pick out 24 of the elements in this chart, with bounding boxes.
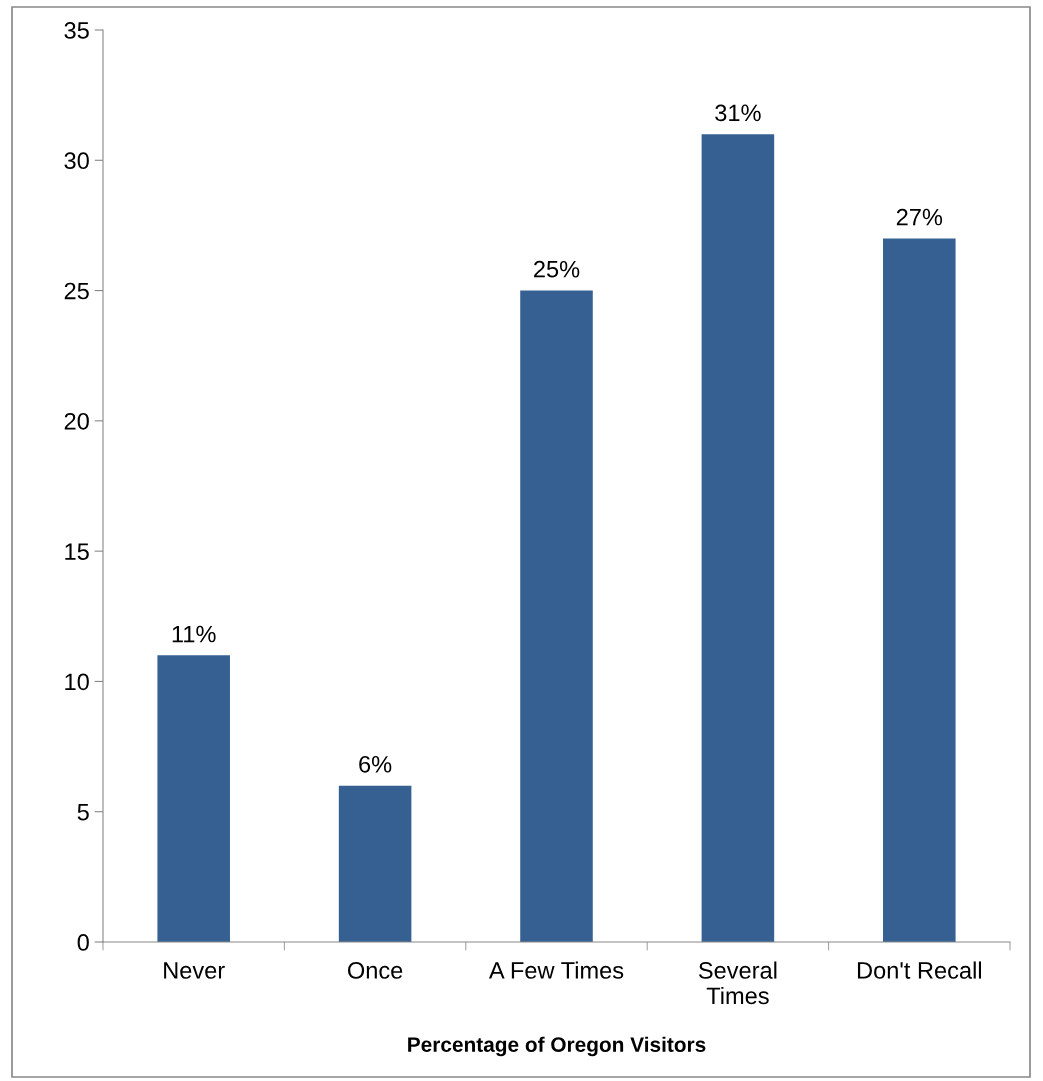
y-tick-label: 30 [64,152,89,170]
data-label: 31% [715,104,761,122]
y-tick-label: 10 [65,673,89,691]
bar [883,238,956,942]
data-label: 6% [359,755,392,773]
y-tick-label: 35 [64,22,89,39]
bar [338,785,412,942]
y-tick-label: 5 [77,804,89,821]
x-tick-label: Never [164,962,225,979]
y-tick-label: 20 [64,412,89,430]
x-tick-label: A Few Times [488,961,624,979]
data-label: 11% [172,625,216,643]
bar [520,290,593,942]
x-tick-label: Once [348,962,403,979]
x-tick-label: Don't Recall [857,961,981,979]
x-tick-label: Several Times [698,961,777,1005]
y-tick-label: 25 [64,282,89,300]
x-axis-title: Percentage of Oregon Visitors [408,1036,706,1057]
bar [157,655,230,942]
data-label: 27% [896,208,943,226]
y-tick-label: 0 [77,934,89,951]
bar [701,134,775,942]
y-tick-label: 15 [65,543,89,560]
data-label: 25% [534,260,580,278]
